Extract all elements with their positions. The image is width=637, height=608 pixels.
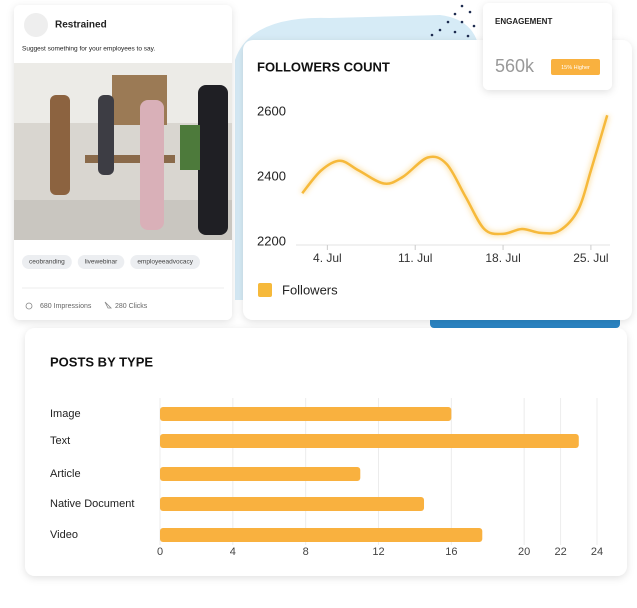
x-tick-label: 11. Jul [398,251,432,265]
clicks: 280 Clicks [115,303,148,310]
x-tick-label: 12 [372,546,384,558]
x-tick-label: 25. Jul [573,251,608,265]
avatar [24,13,48,37]
clicks-icon [104,301,112,309]
engagement-title: ENGAGEMENT [495,17,552,26]
tag-text: employeeadvocacy [137,259,193,266]
y-tick-label: 2200 [257,233,286,248]
photo [14,63,232,240]
impressions: 680 Impressions [40,303,92,310]
x-tick-label: 24 [591,546,603,558]
bar [160,407,452,421]
impressions-icon [25,302,33,310]
y-tick-label: Video [50,529,78,541]
legend-swatch [258,283,272,297]
line-card [243,40,632,320]
x-tick-label: 4 [230,546,236,558]
y-tick-label: 2600 [257,103,286,118]
bar [160,528,483,542]
y-tick-label: Image [50,408,81,420]
y-tick-label: Text [50,435,70,447]
tag-text: livewebinar [85,259,118,266]
x-tick-label: 4. Jul [313,251,342,265]
post-text: Suggest something for your employees to … [22,46,155,53]
author: Restrained [55,20,107,31]
legend-label: Followers [282,282,338,297]
tag [77,255,125,269]
bar [160,467,361,481]
tag [22,255,72,269]
x-tick-label: 16 [445,546,457,558]
x-tick-label: 18. Jul [485,251,520,265]
y-tick-label: Article [50,468,81,480]
x-tick-label: 22 [554,546,566,558]
line [301,114,609,236]
engagement-badge [551,59,600,75]
bar [160,434,579,448]
engagement-value: 560k [495,56,535,76]
dots [430,4,476,38]
line-title: FOLLOWERS COUNT [257,59,390,74]
bar-card [25,328,627,576]
tag [130,255,200,269]
tag-text: ceobranding [29,259,65,266]
post-card: Restrained Suggest something for your em… [14,5,232,320]
x-tick-label: 8 [303,546,309,558]
x-tick-label: 0 [157,546,163,558]
bar [160,497,425,511]
y-tick-label: 2400 [257,168,286,183]
bar-title: POSTS BY TYPE [50,354,153,369]
y-tick-label: Native Document [50,498,134,510]
x-tick-label: 20 [518,546,530,558]
engagement-badge-text: 15% Higher [561,65,590,71]
engagement-card [483,3,612,90]
